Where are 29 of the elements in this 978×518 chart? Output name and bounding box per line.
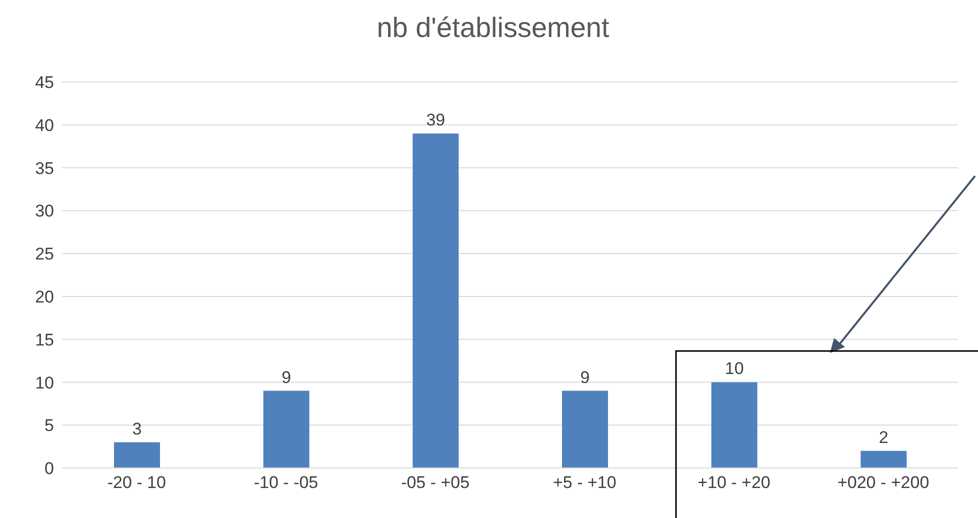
y-tick-label: 35: [35, 158, 54, 178]
y-tick-label: 0: [44, 459, 54, 478]
data-label: 39: [426, 110, 446, 130]
x-tick-label: +5 - +10: [553, 473, 616, 492]
y-tick-label: 20: [35, 287, 54, 306]
y-tick-label: 10: [35, 373, 54, 392]
chart-title: nb d'établissement: [376, 11, 610, 45]
y-tick-label: 30: [35, 202, 54, 221]
data-label: 3: [132, 419, 142, 438]
data-label: 9: [580, 368, 590, 387]
data-label: 2: [878, 428, 888, 447]
y-tick-label: 40: [35, 116, 54, 135]
x-tick-label: -20 - 10: [107, 473, 166, 492]
y-tick-label: 5: [44, 416, 54, 436]
bar: [263, 390, 310, 468]
y-tick-label: 15: [35, 330, 54, 350]
y-tick-label: 25: [35, 244, 54, 264]
y-tick-label: 45: [35, 73, 54, 92]
data-label: 10: [724, 359, 744, 378]
x-tick-label: +10 - +20: [698, 473, 770, 492]
bar: [412, 133, 459, 468]
x-tick-label: -05 - +05: [401, 473, 470, 492]
bar: [860, 450, 907, 468]
bar: [562, 390, 608, 468]
x-tick-label: -10 - -05: [254, 473, 318, 492]
data-label: 9: [282, 368, 292, 387]
bar: [711, 382, 758, 468]
bar: [114, 442, 160, 468]
x-tick-label: +020 - +200: [837, 473, 930, 492]
